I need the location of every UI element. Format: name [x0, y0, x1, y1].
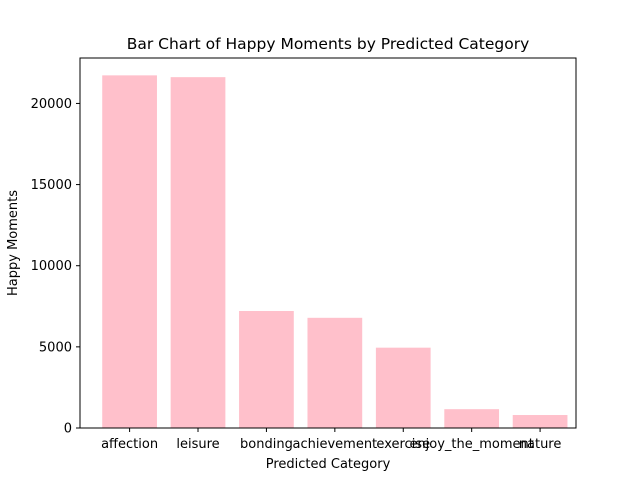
y-axis: 0 5000 10000 15000 20000: [31, 97, 80, 437]
bar-bonding: [239, 311, 294, 428]
y-tick-label: 15000: [31, 178, 72, 193]
x-axis: affection leisure bonding achievement exerci…: [101, 428, 561, 452]
y-tick-label: 10000: [31, 259, 72, 274]
x-tick-label: enjoy_the_moment: [409, 437, 533, 452]
y-tick-label: 20000: [31, 97, 72, 112]
bar-nature: [512, 415, 568, 428]
bar-achievement: [307, 317, 363, 428]
x-tick-label: affection: [101, 437, 158, 452]
bar-leisure: [170, 77, 226, 429]
x-tick-label: achievement: [293, 437, 378, 452]
bar-exercise: [375, 347, 431, 428]
bar-enjoy_the_moment: [444, 409, 500, 428]
x-tick-label: exercise: [376, 437, 430, 452]
y-tick-label: 5000: [39, 340, 72, 355]
bar-affection: [102, 75, 157, 429]
x-axis-label: Predicted Category: [266, 457, 391, 472]
x-tick-label: bonding: [240, 437, 293, 452]
plot-area-frame: [79, 57, 577, 429]
x-tick-label: nature: [519, 437, 562, 452]
y-axis-label: Happy Moments: [6, 190, 21, 296]
bars-group: [102, 75, 568, 429]
y-tick-label: 0: [64, 422, 72, 437]
x-tick-label: leisure: [176, 437, 219, 452]
chart-title: Bar Chart of Happy Moments by Predicted …: [127, 35, 530, 53]
